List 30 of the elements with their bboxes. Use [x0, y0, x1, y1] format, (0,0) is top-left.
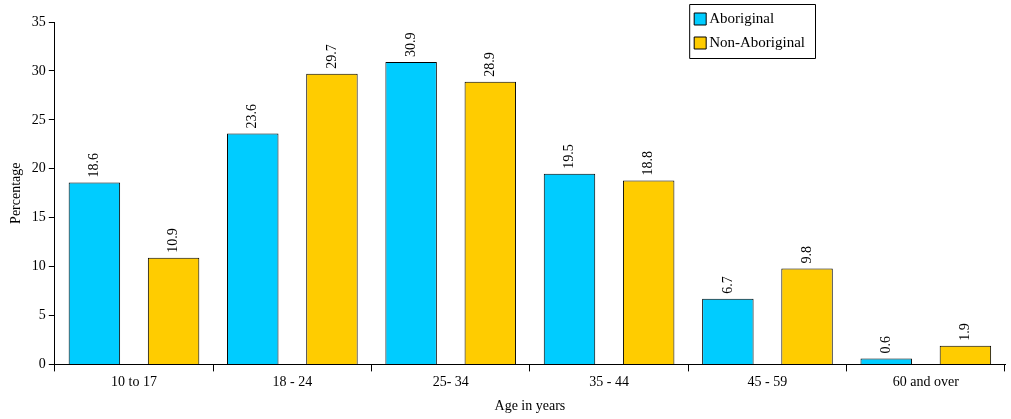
y-tick-label: 25 [31, 111, 46, 127]
data-label: 23.6 [244, 104, 260, 129]
y-axis-title: Percentage [8, 162, 24, 224]
x-tick-label: 60 and over [892, 374, 960, 390]
data-label: 0.6 [877, 336, 893, 354]
data-label: 28.9 [481, 52, 497, 77]
x-tick-label: 10 to 17 [111, 374, 157, 390]
y-tick-label: 5 [38, 307, 46, 323]
data-label: 10.9 [165, 228, 181, 253]
y-tick-label: 15 [31, 209, 46, 225]
y-tick-label: 0 [38, 356, 46, 372]
x-tick-label: 18 - 24 [272, 374, 313, 390]
x-tick-label: 45 - 59 [747, 374, 788, 390]
y-tick-label: 30 [31, 62, 46, 78]
data-label: 1.9 [957, 323, 973, 341]
data-label: 30.9 [402, 32, 418, 58]
data-label: 9.8 [798, 246, 814, 264]
x-axis-title: Age in years [494, 398, 566, 414]
data-label: 18.6 [86, 152, 102, 178]
data-label: 6.7 [719, 276, 735, 294]
legend-label: Aboriginal [709, 9, 775, 26]
data-label: 29.7 [323, 44, 339, 69]
legend-label: Non-Aboriginal [709, 33, 806, 50]
y-tick-label: 10 [31, 258, 46, 274]
y-tick-label: 20 [31, 160, 46, 176]
x-tick-label: 35 - 44 [589, 374, 629, 390]
x-tick-label: 25- 34 [432, 374, 469, 390]
y-tick-label: 35 [31, 13, 46, 29]
data-label: 19.5 [561, 144, 577, 169]
data-label: 18.8 [640, 150, 656, 176]
